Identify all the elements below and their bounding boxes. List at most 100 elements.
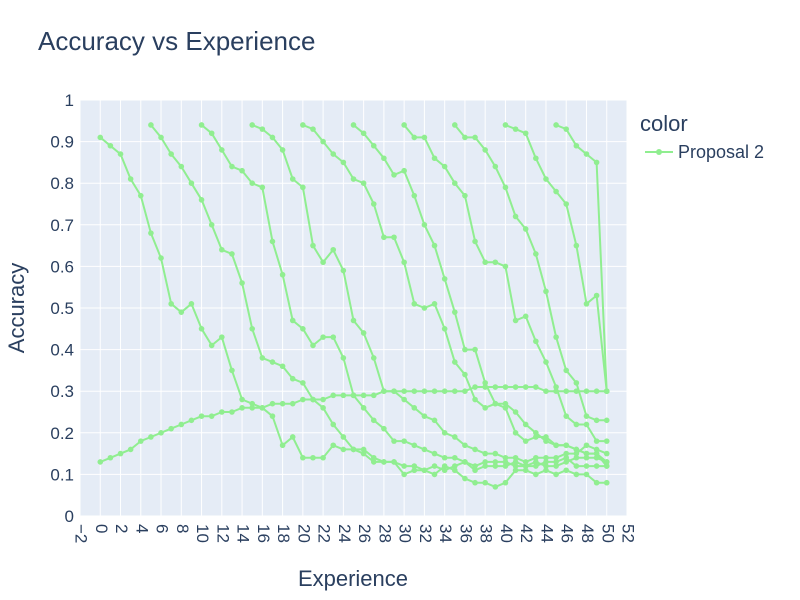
data-point	[208, 222, 215, 228]
data-point	[563, 367, 570, 374]
x-tick-label: 0	[92, 524, 111, 533]
data-point	[330, 334, 337, 340]
data-point	[401, 122, 407, 128]
data-point	[583, 454, 590, 461]
data-point	[441, 467, 448, 474]
data-point	[583, 388, 590, 395]
series-6	[350, 122, 610, 469]
data-point	[543, 463, 549, 469]
data-point	[472, 346, 478, 353]
data-point	[563, 450, 570, 457]
data-point	[330, 421, 337, 428]
data-point	[249, 122, 256, 128]
data-point	[573, 463, 580, 469]
legend[interactable]: color Proposal 2	[640, 111, 764, 162]
legend-title: color	[640, 111, 688, 136]
series-4	[249, 122, 610, 465]
data-point	[208, 342, 215, 349]
data-point	[502, 463, 509, 469]
x-tick-label: 10	[193, 524, 212, 543]
data-point	[553, 384, 559, 390]
data-point	[431, 242, 438, 249]
data-point	[492, 163, 499, 170]
data-point	[472, 396, 478, 403]
data-point	[603, 438, 610, 444]
y-tick-label: 0.1	[50, 465, 74, 484]
data-point	[441, 163, 448, 170]
y-tick-label: 0.3	[50, 382, 74, 401]
data-point	[462, 475, 468, 482]
data-point	[593, 292, 600, 299]
data-point	[401, 259, 407, 266]
data-point	[411, 301, 418, 307]
data-point	[451, 180, 458, 186]
x-tick-label: 18	[274, 524, 293, 543]
data-point	[411, 192, 418, 199]
data-point	[168, 425, 174, 432]
chart-title: Accuracy vs Experience	[38, 26, 315, 56]
data-point	[421, 222, 428, 228]
data-point	[563, 454, 570, 461]
data-point	[522, 226, 529, 232]
data-point	[431, 388, 438, 395]
data-point	[391, 172, 397, 178]
data-point	[198, 122, 205, 128]
x-tick-label: 32	[416, 524, 435, 543]
data-point	[279, 271, 286, 278]
data-point	[401, 471, 407, 478]
data-point	[381, 155, 387, 162]
data-point	[573, 471, 580, 478]
data-point	[411, 134, 418, 141]
data-point	[472, 463, 478, 469]
series-8	[451, 122, 610, 424]
data-point	[533, 430, 539, 436]
y-tick-label: 0.4	[50, 341, 74, 360]
data-point	[563, 442, 570, 449]
data-point	[229, 409, 235, 415]
x-tick-label: 26	[355, 524, 374, 543]
data-point	[259, 405, 266, 411]
data-point	[360, 450, 367, 457]
data-point	[522, 384, 529, 390]
data-point	[289, 434, 296, 440]
y-tick-label: 0.7	[50, 216, 74, 235]
data-point	[117, 450, 124, 457]
legend-entry[interactable]: Proposal 2	[678, 142, 764, 162]
x-tick-label: 8	[173, 524, 192, 533]
data-point	[472, 467, 478, 474]
x-tick-label: 28	[375, 524, 394, 543]
x-tick-label: 46	[558, 524, 577, 543]
data-point	[502, 479, 509, 486]
data-point	[239, 405, 245, 411]
data-point	[563, 413, 570, 419]
data-point	[482, 380, 488, 386]
x-tick-label: 12	[213, 524, 232, 543]
data-point	[279, 442, 286, 449]
data-point	[178, 421, 185, 428]
data-point	[127, 176, 134, 182]
series-3	[198, 122, 610, 469]
data-point	[249, 400, 256, 407]
data-point	[198, 413, 205, 419]
data-point	[543, 388, 549, 395]
data-point	[502, 184, 509, 191]
data-point	[401, 396, 407, 403]
data-point	[391, 459, 397, 465]
data-point	[431, 450, 438, 457]
data-point	[391, 388, 397, 395]
data-point	[502, 405, 509, 411]
data-point	[533, 463, 539, 469]
data-point	[573, 380, 580, 386]
data-point	[573, 421, 580, 428]
x-tick-label: 44	[537, 524, 556, 543]
data-point	[310, 396, 316, 403]
data-point	[289, 176, 296, 182]
data-point	[533, 155, 539, 162]
data-point	[340, 392, 347, 399]
data-point	[451, 359, 458, 365]
x-tick-label: −2	[72, 524, 91, 543]
data-point	[269, 359, 276, 365]
series-11	[97, 384, 610, 465]
data-point	[512, 409, 519, 415]
